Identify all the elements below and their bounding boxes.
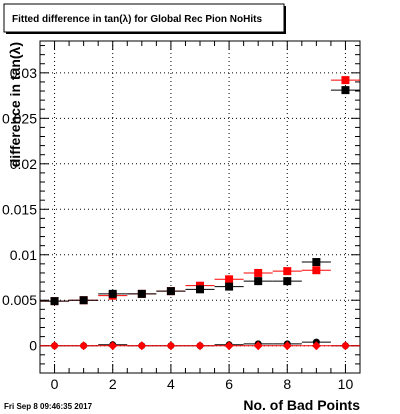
y-tick-label: 0.005 <box>2 292 37 308</box>
data-marks-layer <box>40 76 360 351</box>
title-box-shadow-bottom <box>6 32 286 34</box>
data-point-diamond <box>253 341 263 351</box>
data-point-square <box>283 267 292 276</box>
y-tick-label: 0.025 <box>2 110 37 126</box>
plot-frame-layer <box>39 40 361 374</box>
data-point-square <box>225 275 234 284</box>
series-1 <box>40 86 360 306</box>
plot-area-frame <box>39 40 361 374</box>
x-axis-title: No. of Bad Points <box>243 397 360 413</box>
data-point-square <box>50 297 59 306</box>
x-tick-label: 10 <box>338 376 354 392</box>
data-point-square <box>283 277 292 286</box>
x-tick-label: 2 <box>109 376 117 392</box>
y-tick-label: 0 <box>29 338 37 354</box>
x-tick-label: 8 <box>283 376 291 392</box>
data-point-square <box>312 258 321 267</box>
chart-title: Fitted difference in tan(λ) for Global R… <box>12 14 262 25</box>
data-point-diamond <box>224 341 234 351</box>
data-point-diamond <box>108 341 118 351</box>
data-point-diamond <box>340 341 350 351</box>
data-point-square <box>225 282 234 291</box>
x-tick-label: 6 <box>225 376 233 392</box>
x-tick-label: 0 <box>51 376 59 392</box>
x-tick-label: 4 <box>167 376 175 392</box>
data-point-diamond <box>50 341 60 351</box>
grid-layer <box>40 41 360 373</box>
data-point-square <box>108 289 117 298</box>
title-box: Fitted difference in tan(λ) for Global R… <box>3 3 286 34</box>
y-tick-label: 0.015 <box>2 201 37 217</box>
data-point-square <box>341 86 350 95</box>
tick-layer: 0 2 4 6 8 10 0 0.005 0.01 0.015 0.02 0.025 0.03 <box>2 41 361 392</box>
data-point-square <box>254 277 263 286</box>
date-stamp: Fri Sep 8 09:46:35 2017 <box>4 402 93 411</box>
data-point-square <box>166 287 175 296</box>
data-point-diamond <box>195 341 205 351</box>
data-point-square <box>137 289 146 298</box>
y-tick-label: 0.02 <box>10 156 37 172</box>
data-point-square <box>254 268 263 277</box>
y-tick-label: 0.03 <box>10 65 37 81</box>
data-point-square <box>79 296 88 305</box>
data-point-diamond <box>311 341 321 351</box>
data-point-diamond <box>282 341 292 351</box>
data-point-diamond <box>79 341 89 351</box>
data-point-diamond <box>137 341 147 351</box>
title-box-shadow-right <box>284 6 286 34</box>
data-point-square <box>196 285 204 294</box>
data-point-square <box>341 76 350 85</box>
y-axis-title: difference in tan(λ) <box>7 42 23 167</box>
data-point-diamond <box>166 341 176 351</box>
title-box-frame <box>3 3 285 33</box>
data-point-square <box>312 266 321 275</box>
series-3 <box>40 341 360 351</box>
y-tick-label: 0.01 <box>10 247 37 263</box>
